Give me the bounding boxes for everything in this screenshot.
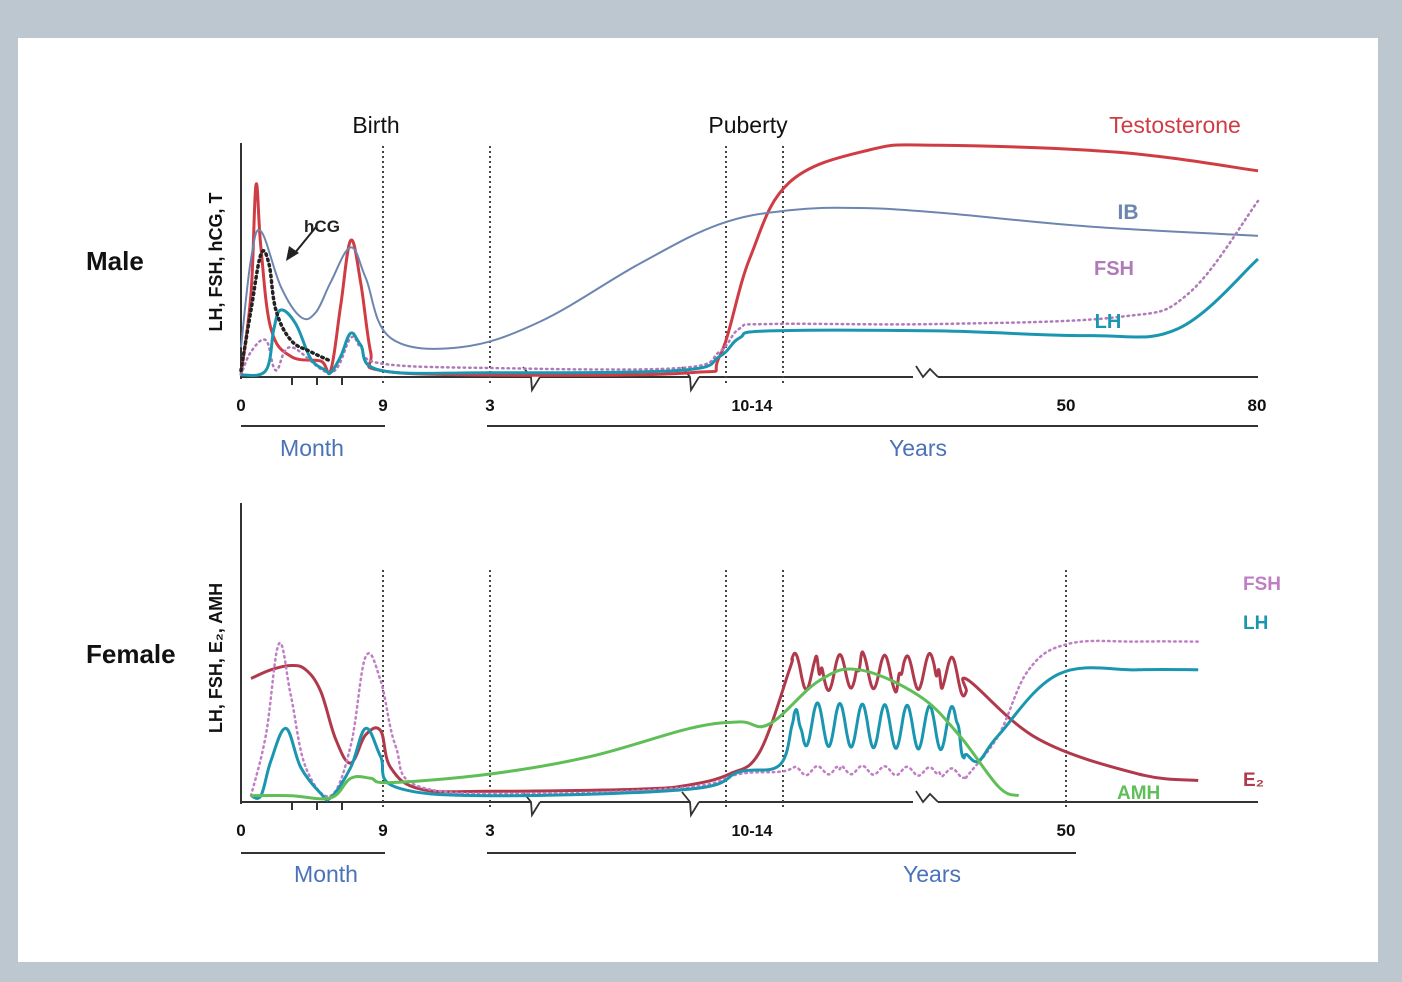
female-tick-0: 0 — [236, 821, 245, 840]
male-years-label: Years — [889, 435, 947, 461]
male-series-ib-line — [240, 206, 1259, 350]
female-panel: Female LH, FSH, E₂, AMH FSH LH E₂ AMH 0 … — [86, 503, 1281, 887]
male-tick-10-14: 10-14 — [732, 398, 773, 415]
female-e2-label: E₂ — [1243, 770, 1264, 791]
female-series-e-line — [250, 650, 1199, 794]
female-tick-3: 3 — [485, 821, 494, 840]
male-series-fsh-line — [239, 199, 1260, 377]
female-years-label: Years — [903, 861, 961, 887]
male-tick-80: 80 — [1248, 396, 1267, 415]
female-x-axis — [241, 790, 1258, 818]
hormone-chart: Birth Puberty Testosterone IB FSH LH hCG… — [86, 112, 1281, 887]
female-tick-9: 9 — [378, 821, 387, 840]
hcg-label: hCG — [304, 217, 340, 236]
male-tick-50: 50 — [1057, 396, 1076, 415]
hcg-pointer — [293, 226, 317, 255]
male-series-lh-line — [240, 257, 1259, 378]
hcg-arrowhead — [286, 246, 299, 261]
female-panel-label: Female — [86, 639, 176, 669]
female-amh-label: AMH — [1117, 783, 1160, 804]
female-fsh-label: FSH — [1243, 574, 1281, 595]
female-series-amh-line — [250, 667, 1020, 801]
male-y-axis-title: LH, FSH, hCG, T — [206, 193, 226, 332]
male-lh-label: LH — [1095, 311, 1122, 333]
female-month-label: Month — [294, 861, 358, 887]
male-series-hcg-line — [239, 249, 333, 373]
figure-panel: Birth Puberty Testosterone IB FSH LH hCG… — [18, 38, 1378, 962]
female-y-axis-title: LH, FSH, E₂, AMH — [206, 583, 226, 733]
male-tick-0: 0 — [236, 396, 245, 415]
female-tick-10-14: 10-14 — [732, 823, 773, 840]
male-tick-9: 9 — [378, 396, 387, 415]
male-x-axis — [241, 365, 1258, 393]
testosterone-label: Testosterone — [1109, 112, 1241, 138]
male-tick-3: 3 — [485, 396, 494, 415]
female-series-group — [249, 639, 1200, 802]
male-ib-label: IB — [1118, 201, 1139, 224]
female-series-fsh-line — [249, 639, 1200, 798]
birth-label: Birth — [352, 112, 399, 138]
male-month-label: Month — [280, 435, 344, 461]
male-panel: Birth Puberty Testosterone IB FSH LH hCG… — [86, 112, 1266, 461]
male-panel-label: Male — [86, 246, 144, 276]
female-series-lh-line — [250, 666, 1199, 802]
male-fsh-label: FSH — [1094, 258, 1134, 280]
male-series-group — [239, 143, 1260, 378]
puberty-label: Puberty — [708, 112, 788, 138]
female-tick-50: 50 — [1057, 821, 1076, 840]
female-event-markers — [382, 570, 1067, 808]
female-lh-label: LH — [1243, 613, 1268, 634]
